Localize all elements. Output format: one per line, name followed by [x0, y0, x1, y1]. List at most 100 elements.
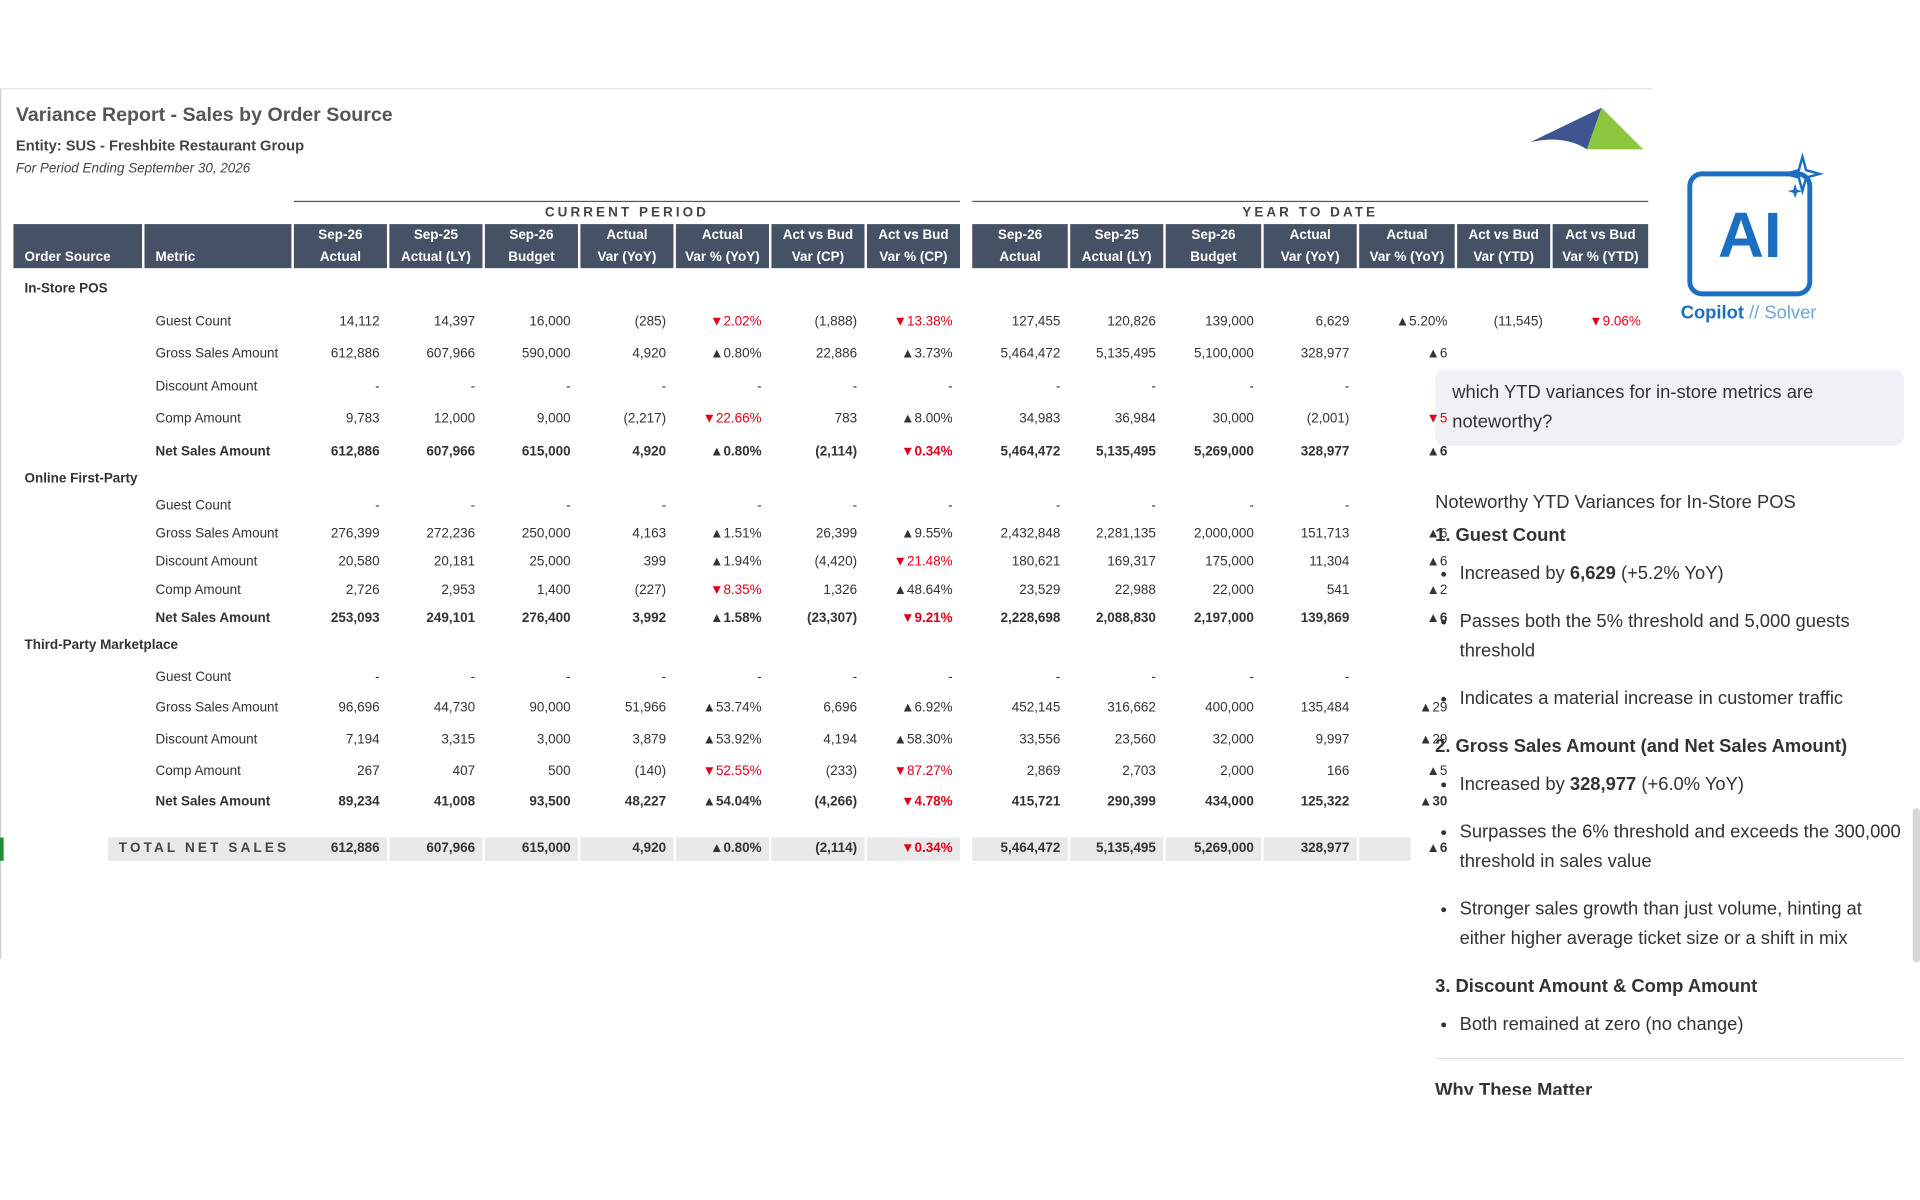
cell: - [375, 669, 380, 685]
cell: ▲48.64% [893, 582, 953, 598]
cell: 3,879 [632, 732, 667, 747]
cell: 607,966 [426, 444, 476, 460]
cell: 166 [1326, 764, 1350, 779]
cell: 2,000 [1220, 764, 1254, 779]
column-header-line: Sep-25 [413, 227, 458, 243]
cell: 139,000 [1205, 314, 1254, 330]
cell: - [1344, 379, 1350, 395]
cell: ▲6 [1426, 554, 1448, 570]
bullet: Both remained at zero (no change) [1460, 1010, 1904, 1039]
column-header-line: Order Source [24, 249, 111, 265]
column-header-line: Budget [508, 249, 555, 265]
total-divider [1261, 837, 1264, 861]
total-divider [482, 837, 485, 861]
group-header: CURRENT PERIOD [544, 205, 709, 221]
cell: ▼22.66% [702, 411, 762, 427]
cell: ▲30 [1419, 794, 1448, 810]
column-header-line: Act vs Bud [1468, 227, 1539, 243]
total-divider [673, 837, 676, 861]
cell: - [948, 498, 953, 514]
cell: 434,000 [1205, 794, 1254, 810]
cell: 5,464,472 [1000, 841, 1061, 856]
text: (+5.2% YoY) [1615, 563, 1724, 585]
column-header: Actual Var (YoY) [1263, 224, 1357, 269]
cell: ▼52.55% [702, 764, 762, 779]
cell: - [470, 498, 476, 514]
scrollbar[interactable] [1912, 808, 1920, 963]
cell: 139,869 [1300, 611, 1350, 626]
cell: (4,266) [814, 794, 858, 810]
cell: (2,114) [815, 444, 858, 460]
cell: 89,234 [338, 794, 380, 810]
separator [1435, 1057, 1905, 1060]
cell: 253,093 [330, 611, 380, 626]
text: Stronger sales growth than just volume, … [1459, 898, 1862, 949]
bullet: Surpasses the 6% threshold and exceeds t… [1460, 818, 1904, 877]
column-header-line: Act vs Bud [1565, 227, 1636, 243]
cell: 328,977 [1300, 346, 1350, 362]
column-header: Sep-26 Actual [293, 224, 387, 269]
cell: 23,560 [1114, 732, 1156, 747]
cell: 120,826 [1107, 314, 1156, 330]
cell: ▲54.04% [702, 794, 762, 810]
cell: - [757, 669, 762, 685]
brand-suffix: // Solver [1749, 302, 1817, 324]
text: Increased by [1459, 563, 1570, 585]
cell: 96,696 [338, 700, 380, 716]
cell: ▲53.92% [702, 732, 762, 747]
column-header-line: Actual [1289, 227, 1331, 243]
metric: Net Sales Amount [155, 444, 271, 460]
cell: ▲6 [1426, 444, 1448, 460]
cell: - [1151, 498, 1156, 514]
cell: 4,163 [632, 526, 667, 542]
text: (+6.0% YoY) [1636, 773, 1745, 795]
cell: (23,307) [806, 611, 858, 626]
text: Passes both the 5% threshold and 5,000 g… [1459, 611, 1850, 662]
cell: 250,000 [521, 526, 571, 542]
total-divider [1163, 837, 1166, 861]
column-header: Actual Var (YoY) [580, 224, 674, 269]
column-header: Act vs Bud Var % (YTD) [1552, 224, 1649, 269]
metric: Comp Amount [155, 411, 241, 427]
cell: 5,464,472 [1000, 444, 1061, 460]
cell: 9,783 [345, 411, 380, 427]
cell: ▲0.80% [710, 444, 762, 460]
cell: 32,000 [1212, 732, 1254, 747]
column-header-line: Var (YoY) [597, 249, 657, 265]
cell: 12,000 [433, 411, 476, 427]
metric: Gross Sales Amount [155, 526, 279, 542]
row-selector [0, 837, 4, 861]
cell: 2,000,000 [1193, 526, 1254, 542]
column-header-line: Var % (YTD) [1562, 249, 1639, 265]
cell: 25,000 [529, 554, 571, 570]
column-header-line: Var (YTD) [1473, 249, 1534, 265]
cell: 180,621 [1011, 554, 1061, 570]
bullet: Passes both the 5% threshold and 5,000 g… [1460, 607, 1904, 666]
cell: 4,920 [632, 841, 667, 856]
cell: ▼4.78% [901, 794, 953, 810]
cell: 607,966 [426, 346, 476, 362]
bullet: Stronger sales growth than just volume, … [1460, 895, 1904, 954]
brand: Copilot // Solver [1675, 302, 1822, 324]
column-header-line: Actual (LY) [400, 249, 471, 265]
cell: (11,545) [1493, 314, 1543, 330]
total-divider [768, 837, 772, 861]
cell: - [375, 498, 380, 514]
column-header-line: Actual [701, 227, 744, 243]
total-label: TOTAL NET SALES [118, 841, 290, 856]
column-header: Order Source [13, 224, 143, 269]
cell: ▲1.51% [710, 526, 762, 542]
cell: (1,888) [814, 314, 858, 330]
cell: 615,000 [521, 444, 571, 460]
metric: Guest Count [155, 498, 232, 514]
cell: ▲8.00% [901, 411, 953, 427]
column-header: Sep-26 Actual [972, 224, 1068, 269]
total-divider [577, 837, 581, 861]
column-header-line: Var (CP) [791, 249, 845, 265]
cell: 175,000 [1205, 554, 1254, 570]
cell: 500 [548, 764, 571, 779]
cell: 607,966 [426, 841, 476, 856]
section-title: 3. Discount Amount & Comp Amount [1435, 975, 1758, 997]
cell: ▲0.80% [710, 841, 762, 856]
column-header-line: Sep-25 [1094, 227, 1139, 243]
